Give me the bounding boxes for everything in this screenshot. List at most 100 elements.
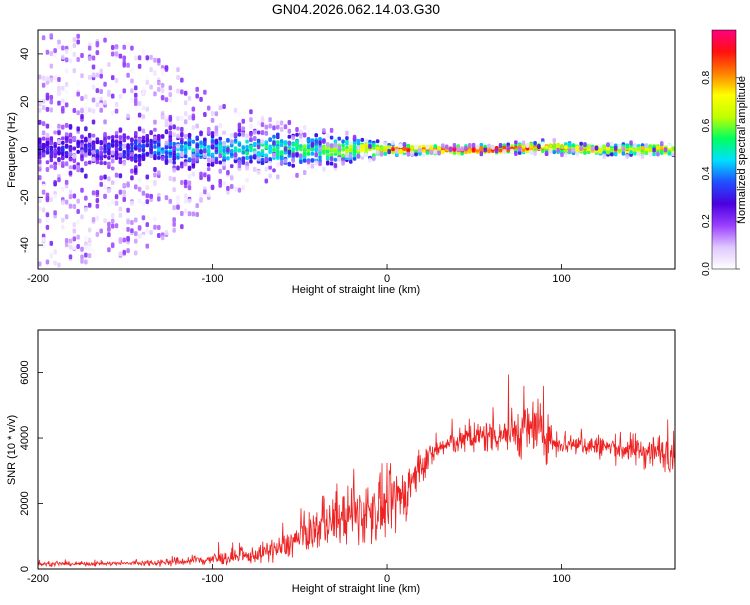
- spectrogram-cell: [245, 165, 249, 171]
- spectrogram-cell: [95, 154, 100, 159]
- spectrogram-cell: [53, 193, 57, 199]
- spectrogram-cell: [260, 130, 265, 136]
- spectrogram-cell: [133, 55, 138, 61]
- spectrogram-cell: [153, 57, 157, 63]
- spectrogram-cell: [103, 256, 107, 262]
- spectrogram-cell: [130, 145, 134, 150]
- spectrogram-cell: [61, 200, 65, 206]
- spectrogram-cell: [348, 148, 353, 153]
- spectrogram-cell: [57, 39, 61, 45]
- spectrogram-cell: [341, 147, 345, 152]
- spectrogram-cell: [195, 123, 199, 129]
- spectrogram-cell: [279, 139, 284, 144]
- spectrogram-cell: [80, 108, 84, 114]
- spectrogram-cell: [287, 153, 292, 158]
- spectrogram-cell: [233, 138, 238, 143]
- spectrogram-cell: [107, 135, 111, 140]
- spectrogram-cell: [107, 149, 111, 154]
- spectrogram-cell: [107, 61, 111, 67]
- spectrogram-cell: [310, 163, 315, 169]
- spectrogram-cell: [210, 184, 215, 190]
- spectrogram-cell: [141, 86, 146, 92]
- spectrogram-cell: [314, 152, 318, 158]
- snr-x-tick-label: 0: [384, 573, 390, 585]
- spectrogram-cell: [137, 177, 142, 183]
- spectrogram-cell: [133, 250, 138, 256]
- spectrogram-cell: [322, 138, 326, 144]
- spectrogram-cell: [41, 136, 46, 141]
- spectrogram-cell: [141, 114, 146, 120]
- spectrogram-cell: [333, 139, 338, 144]
- spectrogram-cell: [53, 130, 57, 135]
- spectrogram-cell: [291, 157, 295, 163]
- spectrogram-cell: [352, 134, 357, 140]
- spectrogram-cell: [76, 56, 80, 62]
- spectrogram-cell: [114, 155, 119, 160]
- spectrogram-cell: [287, 119, 292, 125]
- spectrogram-cell: [276, 155, 280, 160]
- spectrogram-cell: [276, 145, 280, 150]
- spectrogram-cell: [130, 175, 134, 181]
- spectrogram-cell: [253, 154, 257, 160]
- spectrogram-cell: [333, 162, 338, 168]
- spectrogram-cell: [133, 231, 138, 237]
- spectrogram-cell: [564, 152, 568, 158]
- spectrogram-cell: [567, 142, 572, 147]
- spectrogram-cell: [145, 143, 150, 148]
- spectrogram-cell: [160, 68, 165, 74]
- spectrogram-cell: [260, 139, 265, 145]
- spectrogram-cell: [76, 208, 80, 214]
- spectrogram-cell: [291, 163, 295, 168]
- spectrogram-cell: [49, 51, 54, 57]
- spectrogram-cell: [183, 141, 188, 146]
- spectrogram-cell: [61, 98, 65, 104]
- spectrogram-x-tick-label: 100: [552, 273, 570, 285]
- spectrogram-cell: [126, 207, 130, 213]
- spectrogram-cell: [110, 93, 115, 99]
- colorbar-tick-label: 0.8: [701, 70, 712, 84]
- spectrogram-cell: [164, 159, 169, 165]
- spectrogram-cell: [172, 124, 176, 130]
- spectrogram-cell: [64, 179, 69, 185]
- spectrogram-cell: [352, 156, 357, 161]
- spectrogram-cell: [352, 149, 357, 154]
- spectrogram-cell: [272, 140, 276, 146]
- spectrogram-cell: [53, 153, 57, 159]
- spectrogram-cell: [260, 117, 265, 123]
- spectrogram-cell: [468, 143, 472, 149]
- spectrogram-cell: [172, 150, 176, 156]
- spectrogram-cell: [629, 140, 633, 146]
- spectrogram-cell: [210, 157, 215, 163]
- spectrogram-cell: [68, 254, 73, 260]
- spectrogram-cell: [310, 158, 315, 163]
- spectrogram-cell: [291, 142, 295, 147]
- spectrogram-cell: [57, 130, 61, 136]
- spectrogram-cell: [210, 144, 215, 150]
- spectrogram-cell: [210, 110, 215, 116]
- spectrogram-cell: [245, 145, 249, 150]
- spectrogram-cell: [45, 167, 50, 173]
- spectrogram-cell: [80, 167, 84, 173]
- spectrogram-cell: [49, 188, 54, 194]
- spectrogram-cell: [222, 130, 226, 136]
- spectrogram-cell: [187, 95, 192, 101]
- spectrogram-cell: [80, 214, 84, 220]
- spectrogram-cell: [68, 189, 73, 195]
- spectrogram-cell: [126, 113, 130, 119]
- spectrogram-cell: [337, 151, 342, 156]
- spectrogram-cell: [38, 107, 42, 113]
- spectrogram-cell: [195, 93, 199, 99]
- spectrogram-cell: [425, 150, 430, 155]
- spectrogram-cell: [625, 144, 629, 149]
- spectrogram-cell: [168, 176, 173, 182]
- spectrogram-cell: [671, 151, 676, 157]
- spectrogram-cell: [437, 145, 441, 150]
- spectrogram-cell: [325, 141, 330, 147]
- spectrogram-cell: [160, 114, 165, 120]
- spectrogram-cell: [153, 150, 157, 155]
- spectrogram-cell: [61, 156, 65, 161]
- spectrogram-cell: [45, 132, 50, 138]
- spectrogram-cell: [229, 139, 234, 145]
- spectrogram-cell: [141, 148, 146, 153]
- spectrogram-cell: [80, 134, 84, 139]
